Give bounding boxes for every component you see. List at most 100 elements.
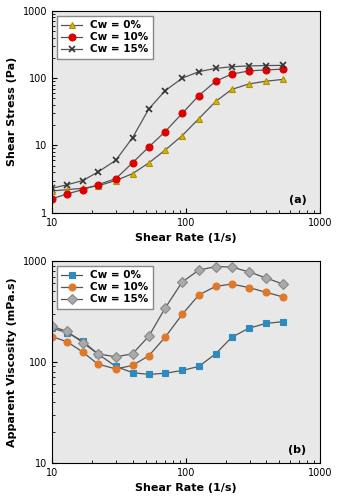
- Cw = 0%: [147, 372, 151, 378]
- Cw = 10%: [264, 289, 268, 295]
- Cw = 10%: [114, 176, 118, 182]
- Cw = 15%: [281, 62, 285, 68]
- Cw = 15%: [131, 134, 135, 140]
- Cw = 15%: [264, 62, 268, 68]
- Cw = 0%: [281, 318, 285, 324]
- Cw = 15%: [163, 305, 167, 311]
- Cw = 15%: [114, 158, 118, 164]
- Cw = 10%: [214, 284, 218, 290]
- Cw = 15%: [147, 106, 151, 112]
- Legend: Cw = 0%, Cw = 10%, Cw = 15%: Cw = 0%, Cw = 10%, Cw = 15%: [57, 266, 153, 308]
- Cw = 15%: [65, 182, 69, 188]
- Cw = 15%: [180, 75, 184, 81]
- Cw = 15%: [65, 328, 69, 334]
- Cw = 10%: [50, 196, 54, 202]
- Cw = 15%: [147, 333, 151, 339]
- Cw = 10%: [147, 352, 151, 358]
- Cw = 15%: [197, 267, 201, 273]
- Cw = 15%: [163, 88, 167, 94]
- Cw = 0%: [197, 364, 201, 370]
- Line: Cw = 10%: Cw = 10%: [48, 280, 286, 372]
- Cw = 15%: [214, 264, 218, 270]
- Cw = 15%: [81, 340, 85, 345]
- Cw = 15%: [96, 169, 100, 175]
- Cw = 0%: [96, 351, 100, 357]
- Text: (a): (a): [288, 194, 306, 204]
- Cw = 0%: [131, 170, 135, 176]
- Cw = 15%: [247, 269, 251, 275]
- Cw = 15%: [247, 63, 251, 69]
- Cw = 10%: [163, 334, 167, 340]
- Cw = 15%: [96, 351, 100, 357]
- Cw = 0%: [81, 338, 85, 344]
- Cw = 15%: [114, 354, 118, 360]
- Line: Cw = 15%: Cw = 15%: [48, 62, 286, 192]
- Line: Cw = 15%: Cw = 15%: [48, 263, 286, 360]
- Cw = 15%: [230, 264, 234, 270]
- Cw = 0%: [214, 98, 218, 104]
- Cw = 0%: [281, 76, 285, 82]
- Cw = 0%: [230, 334, 234, 340]
- Cw = 10%: [65, 339, 69, 345]
- Cw = 15%: [281, 281, 285, 287]
- Cw = 15%: [230, 64, 234, 70]
- Cw = 0%: [180, 132, 184, 138]
- Cw = 0%: [247, 326, 251, 332]
- Cw = 0%: [247, 81, 251, 87]
- Cw = 10%: [114, 366, 118, 372]
- Cw = 0%: [147, 160, 151, 166]
- Cw = 0%: [114, 364, 118, 370]
- Cw = 10%: [264, 67, 268, 73]
- Cw = 10%: [96, 361, 100, 367]
- Cw = 10%: [131, 160, 135, 166]
- Cw = 15%: [131, 351, 135, 357]
- Cw = 10%: [230, 281, 234, 287]
- Text: (b): (b): [288, 444, 306, 454]
- Cw = 10%: [247, 68, 251, 74]
- Legend: Cw = 0%, Cw = 10%, Cw = 15%: Cw = 0%, Cw = 10%, Cw = 15%: [57, 16, 153, 58]
- Cw = 0%: [214, 351, 218, 357]
- Cw = 0%: [65, 330, 69, 336]
- X-axis label: Shear Rate (1/s): Shear Rate (1/s): [135, 233, 237, 243]
- Cw = 15%: [264, 275, 268, 281]
- Cw = 0%: [264, 78, 268, 84]
- Cw = 0%: [114, 178, 118, 184]
- Cw = 0%: [230, 86, 234, 92]
- Cw = 15%: [197, 68, 201, 74]
- Cw = 10%: [214, 78, 218, 84]
- Cw = 0%: [264, 320, 268, 326]
- Cw = 0%: [50, 188, 54, 194]
- Cw = 10%: [50, 334, 54, 340]
- Cw = 15%: [50, 186, 54, 192]
- Cw = 10%: [281, 66, 285, 72]
- Cw = 10%: [180, 312, 184, 318]
- Cw = 10%: [247, 284, 251, 290]
- Cw = 10%: [147, 144, 151, 150]
- Cw = 10%: [163, 128, 167, 134]
- Cw = 0%: [50, 326, 54, 332]
- Cw = 10%: [197, 292, 201, 298]
- X-axis label: Shear Rate (1/s): Shear Rate (1/s): [135, 483, 237, 493]
- Cw = 0%: [163, 370, 167, 376]
- Cw = 0%: [163, 147, 167, 153]
- Cw = 10%: [81, 349, 85, 355]
- Cw = 0%: [81, 186, 85, 192]
- Y-axis label: Apparent Viscosity (mPa.s): Apparent Viscosity (mPa.s): [7, 277, 17, 446]
- Cw = 10%: [180, 110, 184, 116]
- Cw = 10%: [81, 186, 85, 192]
- Cw = 10%: [65, 191, 69, 197]
- Cw = 15%: [81, 178, 85, 184]
- Cw = 15%: [214, 66, 218, 71]
- Line: Cw = 10%: Cw = 10%: [48, 66, 286, 202]
- Cw = 10%: [96, 182, 100, 188]
- Line: Cw = 0%: Cw = 0%: [48, 76, 286, 194]
- Cw = 10%: [230, 71, 234, 77]
- Cw = 10%: [131, 362, 135, 368]
- Cw = 0%: [65, 186, 69, 192]
- Cw = 0%: [197, 116, 201, 121]
- Cw = 15%: [50, 324, 54, 330]
- Cw = 10%: [281, 294, 285, 300]
- Line: Cw = 0%: Cw = 0%: [48, 318, 286, 378]
- Cw = 0%: [131, 370, 135, 376]
- Cw = 0%: [180, 368, 184, 374]
